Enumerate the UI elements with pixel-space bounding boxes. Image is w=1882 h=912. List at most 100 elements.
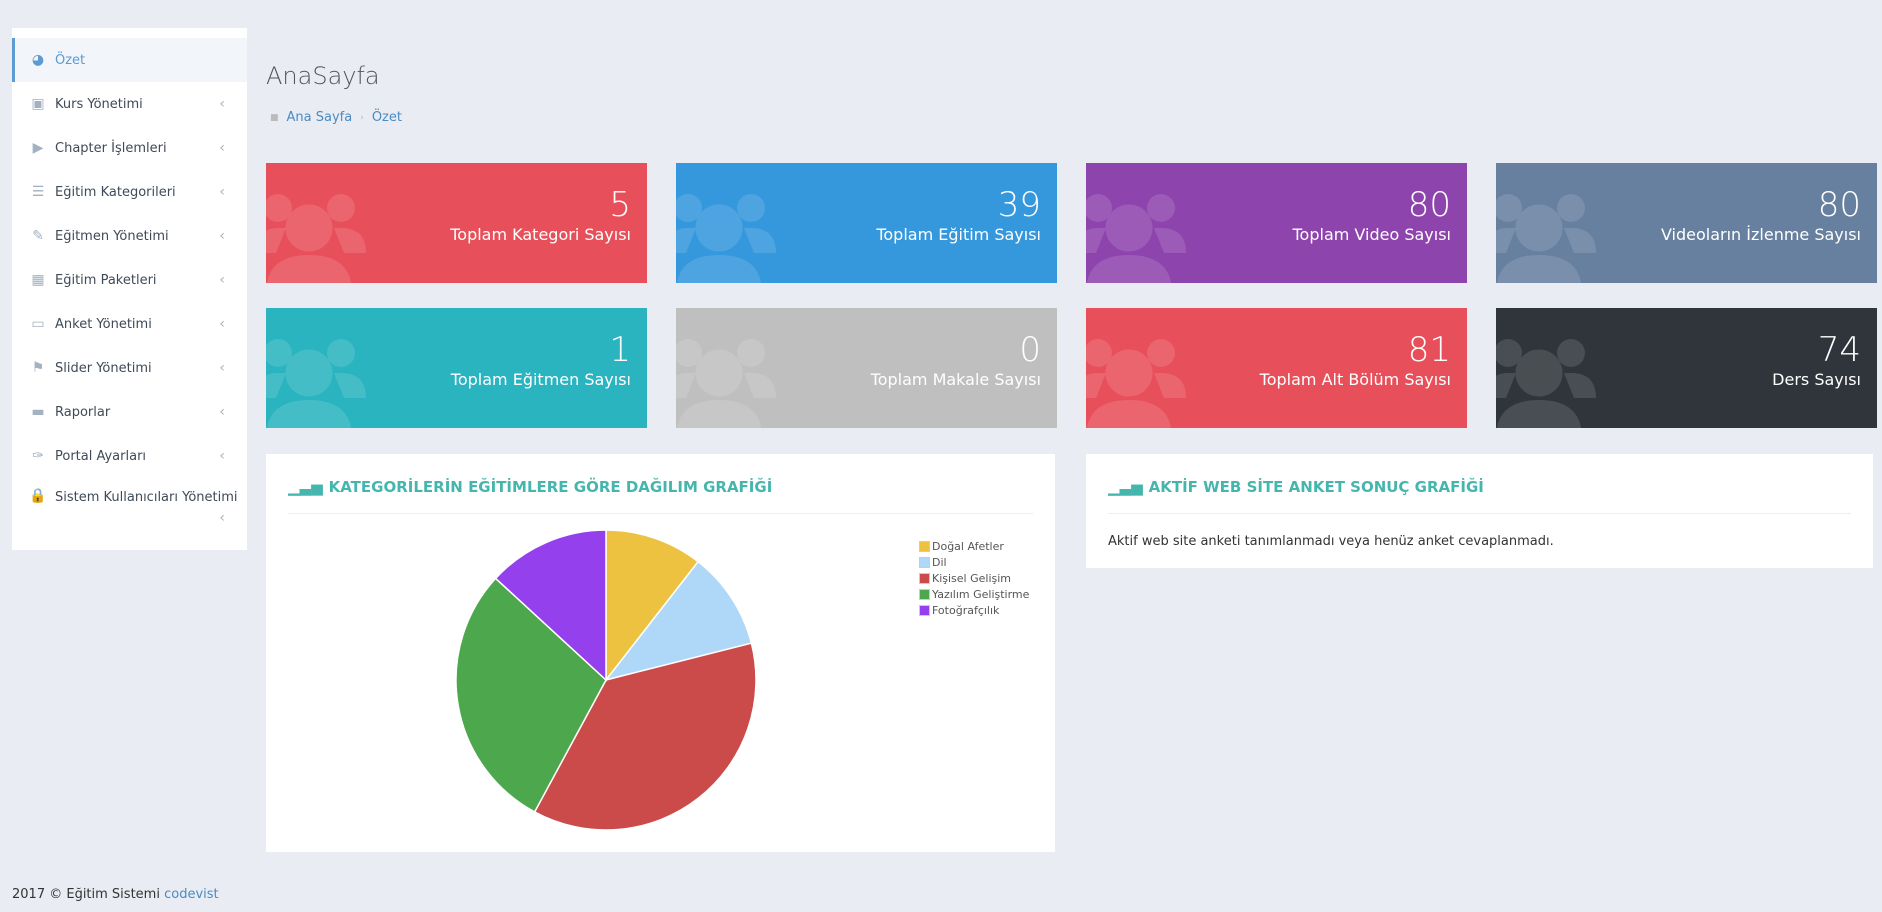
users-icon — [1086, 194, 1186, 283]
stat-card[interactable]: 80 Videoların İzlenme Sayısı — [1496, 163, 1877, 283]
bar-chart-icon: ▁▃▅ — [288, 478, 323, 496]
users-icon — [1496, 194, 1596, 283]
legend-item: Kişisel Gelişim — [919, 570, 1029, 586]
page-title: AnaSayfa — [266, 62, 380, 90]
sidebar: ◕ Özet ▣ Kurs Yönetimi ‹ ▶ Chapter İşlemleri ‹ ☰… — [12, 28, 247, 550]
chevron-left-icon[interactable]: ‹ — [219, 510, 225, 526]
stat-card[interactable]: 74 Ders Sayısı — [1496, 308, 1877, 428]
stat-value: 39 — [997, 185, 1041, 225]
legend-swatch — [919, 572, 930, 584]
sidebar-item[interactable]: ✑ Portal Ayarları ‹ — [12, 434, 247, 478]
users-icon — [266, 194, 366, 283]
stat-card[interactable]: 0 Toplam Makale Sayısı — [676, 308, 1057, 428]
sidebar-item-label: Chapter İşlemleri — [55, 140, 167, 156]
chart-legend: Doğal Afetler Dil Kişisel Gelişim Yazılım G… — [919, 538, 1029, 618]
users-icon — [266, 339, 366, 428]
sidebar-item-label: Eğitmen Yönetimi — [55, 228, 169, 244]
lock-icon: 🔒 — [29, 488, 47, 504]
stat-value: 74 — [1817, 330, 1861, 370]
stat-label: Ders Sayısı — [1772, 370, 1861, 389]
chevron-right-icon: › — [360, 112, 364, 123]
pie-chart — [455, 529, 757, 831]
stat-value: 80 — [1407, 185, 1451, 225]
chevron-left-icon[interactable]: ‹ — [219, 140, 225, 156]
stat-value: 5 — [609, 185, 631, 225]
stat-label: Toplam Video Sayısı — [1292, 225, 1452, 244]
breadcrumb-home[interactable]: Ana Sayfa — [286, 110, 353, 125]
user-box-icon: ▣ — [31, 96, 45, 112]
stat-label: Toplam Alt Bölüm Sayısı — [1259, 370, 1451, 389]
dashboard-icon: ◕ — [31, 52, 45, 68]
stat-card[interactable]: 81 Toplam Alt Bölüm Sayısı — [1086, 308, 1467, 428]
survey-message: Aktif web site anketi tanımlanmadı veya … — [1108, 534, 1554, 549]
divider — [288, 513, 1033, 514]
legend-swatch — [919, 556, 930, 568]
sidebar-item-label: Slider Yönetimi — [55, 360, 152, 376]
chevron-left-icon[interactable]: ‹ — [219, 448, 225, 464]
users-icon — [1086, 339, 1186, 428]
chevron-left-icon[interactable]: ‹ — [219, 184, 225, 200]
footer-link[interactable]: codevist — [164, 887, 219, 902]
pie-slice[interactable] — [494, 529, 607, 682]
stat-card[interactable]: 80 Toplam Video Sayısı — [1086, 163, 1467, 283]
legend-swatch — [919, 540, 930, 552]
stat-value: 81 — [1407, 330, 1451, 370]
users-icon — [676, 194, 776, 283]
list-icon: ☰ — [31, 184, 45, 200]
sidebar-item[interactable]: ✎ Eğitmen Yönetimi ‹ — [12, 214, 247, 258]
stat-card[interactable]: 39 Toplam Eğitim Sayısı — [676, 163, 1057, 283]
footer: 2017 © Eğitim Sistemi codevist — [12, 887, 219, 902]
pie-slice[interactable] — [455, 577, 607, 813]
stat-value: 1 — [609, 330, 631, 370]
sidebar-item-label: Portal Ayarları — [55, 448, 147, 464]
survey-chart-panel: ▁▃▅ AKTİF WEB SİTE ANKET SONUÇ GRAFİĞİ A… — [1086, 454, 1873, 568]
panel-title: ▁▃▅ KATEGORİLERİN EĞİTİMLERE GÖRE DAĞILI… — [288, 478, 773, 496]
sidebar-item[interactable]: ◕ Özet — [12, 38, 247, 82]
pie-slice[interactable] — [604, 560, 753, 682]
sidebar-item[interactable]: ☰ Eğitim Kategorileri ‹ — [12, 170, 247, 214]
sidebar-item-label: Anket Yönetimi — [55, 316, 152, 332]
breadcrumb-current[interactable]: Özet — [371, 110, 402, 125]
calendar-icon: ▭ — [31, 316, 45, 332]
sidebar-item-label: Eğitim Paketleri — [55, 272, 157, 288]
users-icon — [1496, 339, 1596, 428]
stat-card[interactable]: 5 Toplam Kategori Sayısı — [266, 163, 647, 283]
legend-item: Doğal Afetler — [919, 538, 1029, 554]
category-chart-panel: ▁▃▅ KATEGORİLERİN EĞİTİMLERE GÖRE DAĞILI… — [266, 454, 1055, 852]
briefcase-icon: ▬ — [31, 404, 45, 420]
stat-label: Toplam Kategori Sayısı — [450, 225, 631, 244]
stat-value: 0 — [1019, 330, 1041, 370]
sidebar-item[interactable]: ▭ Anket Yönetimi ‹ — [12, 302, 247, 346]
chevron-left-icon[interactable]: ‹ — [219, 404, 225, 420]
sidebar-item-label: Eğitim Kategorileri — [55, 184, 176, 200]
legend-item: Fotoğrafçılık — [919, 602, 1029, 618]
stat-label: Toplam Eğitmen Sayısı — [450, 370, 631, 389]
panel-title: ▁▃▅ AKTİF WEB SİTE ANKET SONUÇ GRAFİĞİ — [1108, 478, 1484, 496]
stat-label: Videoların İzlenme Sayısı — [1660, 225, 1861, 244]
pie-slice[interactable] — [533, 642, 757, 831]
stat-label: Toplam Eğitim Sayısı — [876, 225, 1041, 244]
sidebar-item[interactable]: ⚑ Slider Yönetimi ‹ — [12, 346, 247, 390]
chevron-left-icon[interactable]: ‹ — [219, 316, 225, 332]
users-icon — [676, 339, 776, 428]
sidebar-item[interactable]: ▦ Eğitim Paketleri ‹ — [12, 258, 247, 302]
sidebar-item[interactable]: ▣ Kurs Yönetimi ‹ — [12, 82, 247, 126]
sidebar-item-label: Özet — [55, 52, 86, 68]
sidebar-item[interactable]: 🔒 Sistem Kullanıcıları Yönetimi ‹ — [12, 478, 247, 534]
sidebar-item-label: Kurs Yönetimi — [55, 96, 143, 112]
home-bullet-icon: ■ — [270, 112, 279, 123]
sidebar-item[interactable]: ▶ Chapter İşlemleri ‹ — [12, 126, 247, 170]
legend-item: Yazılım Geliştirme — [919, 586, 1029, 602]
pie-slice[interactable] — [605, 529, 700, 683]
stat-label: Toplam Makale Sayısı — [870, 370, 1041, 389]
legend-item: Dil — [919, 554, 1029, 570]
chevron-left-icon[interactable]: ‹ — [219, 96, 225, 112]
chevron-left-icon[interactable]: ‹ — [219, 272, 225, 288]
legend-swatch — [919, 588, 930, 600]
chevron-left-icon[interactable]: ‹ — [219, 360, 225, 376]
sidebar-item[interactable]: ▬ Raporlar ‹ — [12, 390, 247, 434]
grid-icon: ▦ — [31, 272, 45, 288]
stat-card[interactable]: 1 Toplam Eğitmen Sayısı — [266, 308, 647, 428]
stat-value: 80 — [1817, 185, 1861, 225]
chevron-left-icon[interactable]: ‹ — [219, 228, 225, 244]
